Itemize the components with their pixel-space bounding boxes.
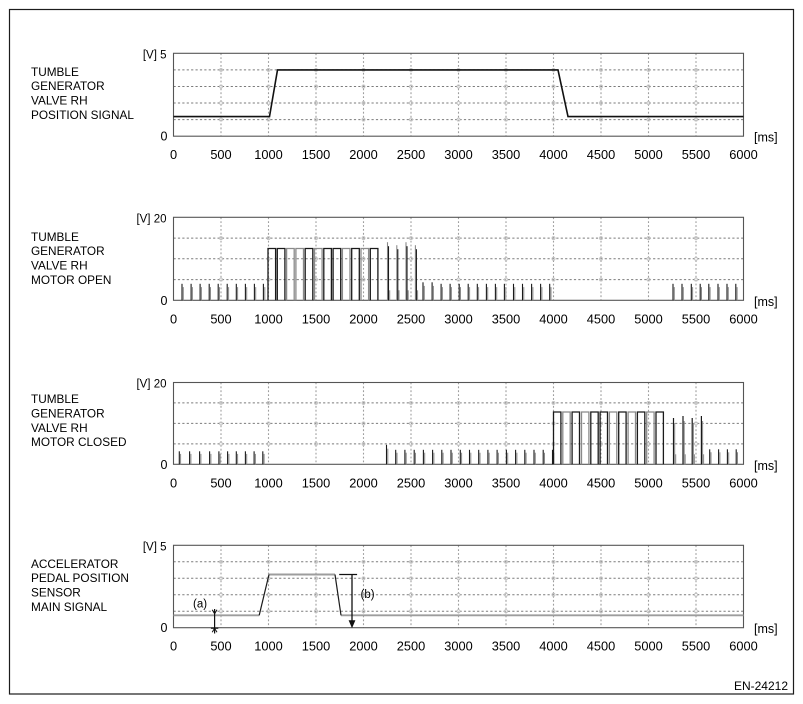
svg-text:5500: 5500 [682,639,710,654]
svg-text:4000: 4000 [539,147,567,162]
svg-text:[ms]: [ms] [754,131,778,145]
svg-text:4500: 4500 [587,311,615,326]
svg-text:2000: 2000 [349,639,377,654]
svg-text:500: 500 [210,311,231,326]
svg-text:3000: 3000 [444,311,472,326]
svg-text:6000: 6000 [729,147,757,162]
svg-text:2500: 2500 [397,311,425,326]
svg-text:0: 0 [170,475,177,490]
svg-text:5000: 5000 [634,639,662,654]
svg-text:500: 500 [210,475,231,490]
svg-text:MOTOR OPEN: MOTOR OPEN [31,273,111,287]
svg-text:4500: 4500 [587,147,615,162]
svg-text:0: 0 [170,147,177,162]
svg-text:0: 0 [161,130,168,144]
svg-text:MOTOR CLOSED: MOTOR CLOSED [31,435,126,449]
svg-text:(b): (b) [361,589,375,601]
svg-text:GENERATOR: GENERATOR [31,407,105,421]
svg-text:5000: 5000 [634,147,662,162]
svg-text:3500: 3500 [492,311,520,326]
svg-text:3000: 3000 [444,147,472,162]
svg-text:1000: 1000 [254,639,282,654]
svg-text:PEDAL POSITION: PEDAL POSITION [31,571,129,585]
svg-text:2500: 2500 [397,147,425,162]
svg-text:6000: 6000 [729,311,757,326]
svg-text:[V] 20: [V] 20 [136,213,166,225]
svg-text:1000: 1000 [254,475,282,490]
svg-text:0: 0 [161,294,168,308]
svg-text:3000: 3000 [444,475,472,490]
svg-text:2500: 2500 [397,475,425,490]
svg-text:1500: 1500 [302,311,330,326]
svg-text:3500: 3500 [492,475,520,490]
svg-text:[V] 20: [V] 20 [136,379,166,391]
svg-text:[V] 5: [V] 5 [143,541,167,553]
svg-text:1500: 1500 [302,475,330,490]
svg-text:500: 500 [210,147,231,162]
svg-text:5500: 5500 [682,475,710,490]
svg-text:1500: 1500 [302,147,330,162]
svg-text:5000: 5000 [634,311,662,326]
svg-text:5500: 5500 [682,311,710,326]
svg-text:4000: 4000 [539,311,567,326]
svg-text:2000: 2000 [349,475,377,490]
svg-text:VALVE RH: VALVE RH [31,94,88,108]
svg-text:[V] 5: [V] 5 [143,49,167,61]
svg-text:(a): (a) [193,598,207,610]
svg-text:GENERATOR: GENERATOR [31,244,105,258]
svg-text:0: 0 [170,639,177,654]
svg-text:1500: 1500 [302,639,330,654]
svg-text:5000: 5000 [634,475,662,490]
svg-text:TUMBLE: TUMBLE [31,230,79,244]
svg-text:5500: 5500 [682,147,710,162]
svg-text:EN-24212: EN-24212 [734,679,788,693]
svg-text:POSITION SIGNAL: POSITION SIGNAL [31,108,134,122]
svg-text:2500: 2500 [397,639,425,654]
svg-text:VALVE RH: VALVE RH [31,259,88,273]
svg-text:1000: 1000 [254,311,282,326]
svg-text:3500: 3500 [492,147,520,162]
svg-text:[ms]: [ms] [754,295,778,309]
svg-text:1000: 1000 [254,147,282,162]
svg-text:2000: 2000 [349,311,377,326]
svg-text:[ms]: [ms] [754,459,778,473]
svg-text:4500: 4500 [587,475,615,490]
svg-text:0: 0 [170,311,177,326]
svg-text:[ms]: [ms] [754,622,778,636]
svg-text:4000: 4000 [539,475,567,490]
svg-text:3000: 3000 [444,639,472,654]
svg-text:SENSOR: SENSOR [31,586,81,600]
svg-text:GENERATOR: GENERATOR [31,79,105,93]
svg-text:6000: 6000 [729,475,757,490]
svg-text:6000: 6000 [729,639,757,654]
svg-text:TUMBLE: TUMBLE [31,392,79,406]
svg-text:3500: 3500 [492,639,520,654]
svg-text:4000: 4000 [539,639,567,654]
svg-text:ACCELERATOR: ACCELERATOR [31,557,118,571]
svg-text:0: 0 [161,458,168,472]
svg-text:VALVE RH: VALVE RH [31,421,88,435]
svg-text:500: 500 [210,639,231,654]
svg-text:TUMBLE: TUMBLE [31,65,79,79]
svg-text:0: 0 [161,621,168,635]
svg-text:4500: 4500 [587,639,615,654]
svg-text:2000: 2000 [349,147,377,162]
svg-text:MAIN SIGNAL: MAIN SIGNAL [31,600,107,614]
